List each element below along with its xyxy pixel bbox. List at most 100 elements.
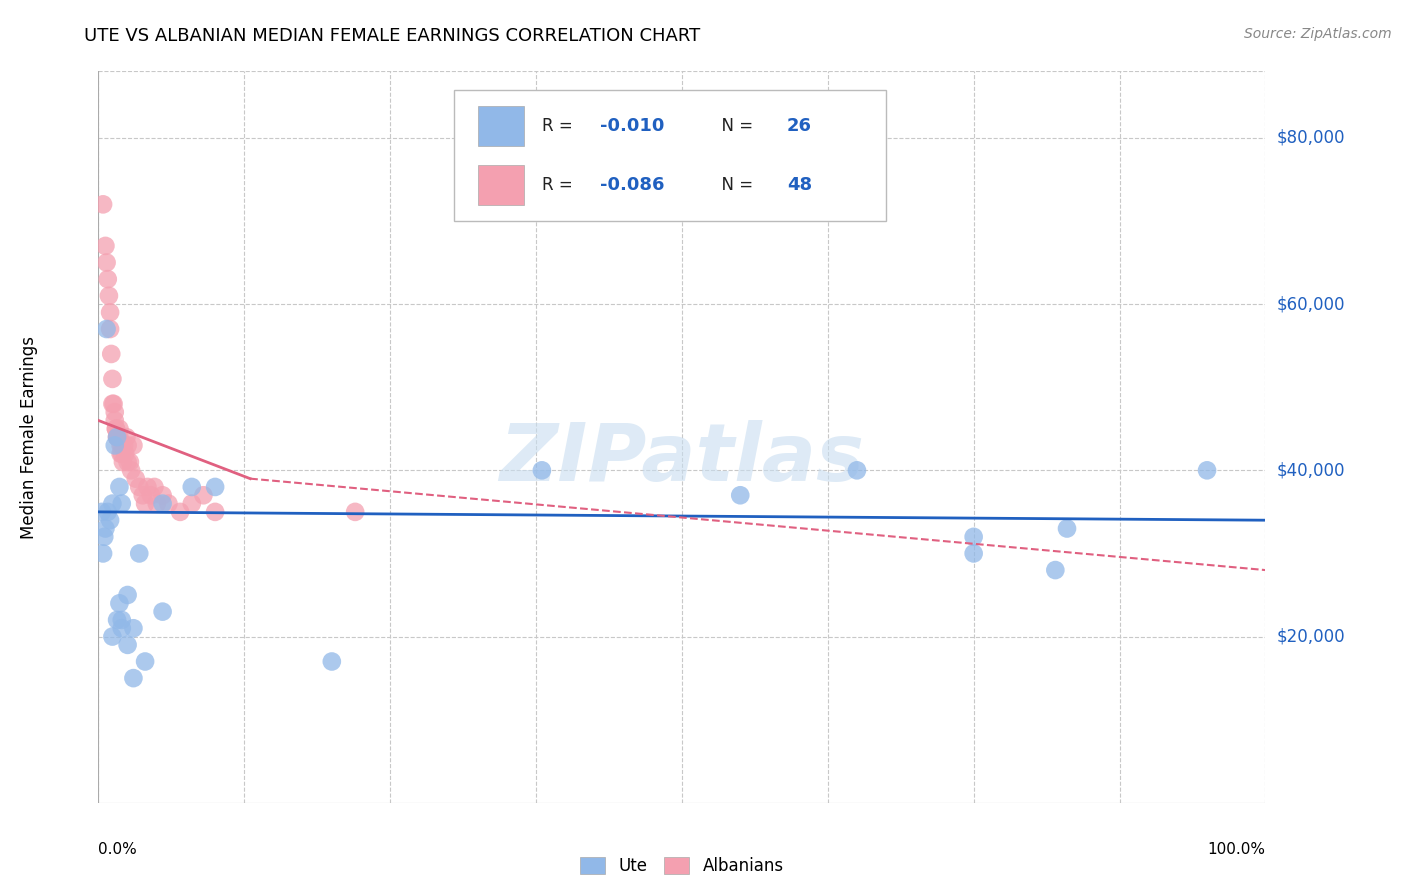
Point: [104, 405, 127, 419]
Point: [117, 455, 139, 469]
Point: [104, 438, 127, 452]
Point: [93, 530, 115, 544]
Point: [111, 613, 134, 627]
Point: [111, 438, 134, 452]
Point: [98, 513, 121, 527]
Point: [136, 480, 159, 494]
Point: [90, 505, 112, 519]
Point: [180, 497, 202, 511]
Point: [105, 613, 128, 627]
Point: [730, 488, 752, 502]
Point: [111, 455, 134, 469]
Point: [98, 322, 121, 336]
Point: [110, 447, 132, 461]
Point: [846, 463, 869, 477]
Point: [100, 347, 122, 361]
Point: [108, 422, 131, 436]
Point: [118, 455, 141, 469]
Point: [111, 447, 134, 461]
Point: [110, 438, 132, 452]
Point: [152, 497, 174, 511]
Point: [152, 605, 174, 619]
Point: [962, 530, 984, 544]
Point: [125, 472, 148, 486]
Bar: [478, 165, 524, 205]
Point: [180, 480, 202, 494]
Point: [169, 505, 191, 519]
Point: [111, 497, 134, 511]
Point: [134, 497, 156, 511]
Point: [104, 413, 127, 427]
Point: [101, 497, 124, 511]
Point: [134, 655, 156, 669]
Legend: Ute, Albanians: Ute, Albanians: [581, 856, 783, 875]
Text: N =: N =: [711, 117, 758, 136]
Point: [98, 305, 121, 319]
Point: [530, 463, 553, 477]
Text: R =: R =: [541, 117, 578, 136]
Text: -0.086: -0.086: [600, 176, 665, 194]
Text: $40,000: $40,000: [1277, 461, 1346, 479]
Point: [108, 430, 131, 444]
Point: [344, 505, 367, 519]
Point: [104, 422, 127, 436]
Point: [132, 488, 155, 502]
Point: [1195, 463, 1218, 477]
Point: [91, 197, 114, 211]
Point: [105, 430, 128, 444]
Point: [128, 480, 150, 494]
Point: [122, 621, 145, 635]
Point: [115, 430, 138, 444]
Text: R =: R =: [541, 176, 578, 194]
Point: [962, 546, 984, 560]
Text: 0.0%: 0.0%: [98, 842, 138, 856]
Point: [107, 430, 129, 444]
Point: [204, 480, 226, 494]
Point: [117, 638, 139, 652]
Point: [152, 488, 174, 502]
Point: [321, 655, 343, 669]
Text: N =: N =: [711, 176, 758, 194]
Point: [97, 289, 120, 303]
Text: 100.0%: 100.0%: [1208, 842, 1265, 856]
Text: UTE VS ALBANIAN MEDIAN FEMALE EARNINGS CORRELATION CHART: UTE VS ALBANIAN MEDIAN FEMALE EARNINGS C…: [84, 27, 700, 45]
Text: -0.010: -0.010: [600, 117, 665, 136]
Text: Source: ZipAtlas.com: Source: ZipAtlas.com: [1244, 27, 1392, 41]
Point: [1056, 521, 1078, 535]
Point: [120, 463, 142, 477]
Bar: [478, 106, 524, 146]
Point: [97, 272, 120, 286]
Text: ZIPatlas: ZIPatlas: [499, 420, 865, 498]
Text: 48: 48: [787, 176, 813, 194]
Text: $20,000: $20,000: [1277, 628, 1346, 646]
Point: [96, 322, 118, 336]
Point: [122, 671, 145, 685]
Point: [143, 480, 166, 494]
Point: [139, 488, 162, 502]
Point: [104, 422, 127, 436]
Point: [111, 621, 134, 635]
Point: [114, 447, 136, 461]
Point: [105, 430, 128, 444]
Text: $80,000: $80,000: [1277, 128, 1346, 147]
Text: Median Female Earnings: Median Female Earnings: [20, 335, 38, 539]
Point: [108, 480, 131, 494]
Point: [146, 497, 169, 511]
Point: [91, 546, 114, 560]
Point: [96, 255, 118, 269]
Point: [204, 505, 226, 519]
Point: [101, 397, 124, 411]
Text: 26: 26: [787, 117, 811, 136]
Point: [101, 372, 124, 386]
FancyBboxPatch shape: [454, 90, 886, 221]
Point: [101, 630, 124, 644]
Point: [112, 438, 135, 452]
Point: [122, 438, 145, 452]
Point: [97, 505, 120, 519]
Point: [108, 596, 131, 610]
Text: $60,000: $60,000: [1277, 295, 1346, 313]
Point: [157, 497, 180, 511]
Point: [1045, 563, 1067, 577]
Point: [94, 521, 117, 535]
Point: [193, 488, 215, 502]
